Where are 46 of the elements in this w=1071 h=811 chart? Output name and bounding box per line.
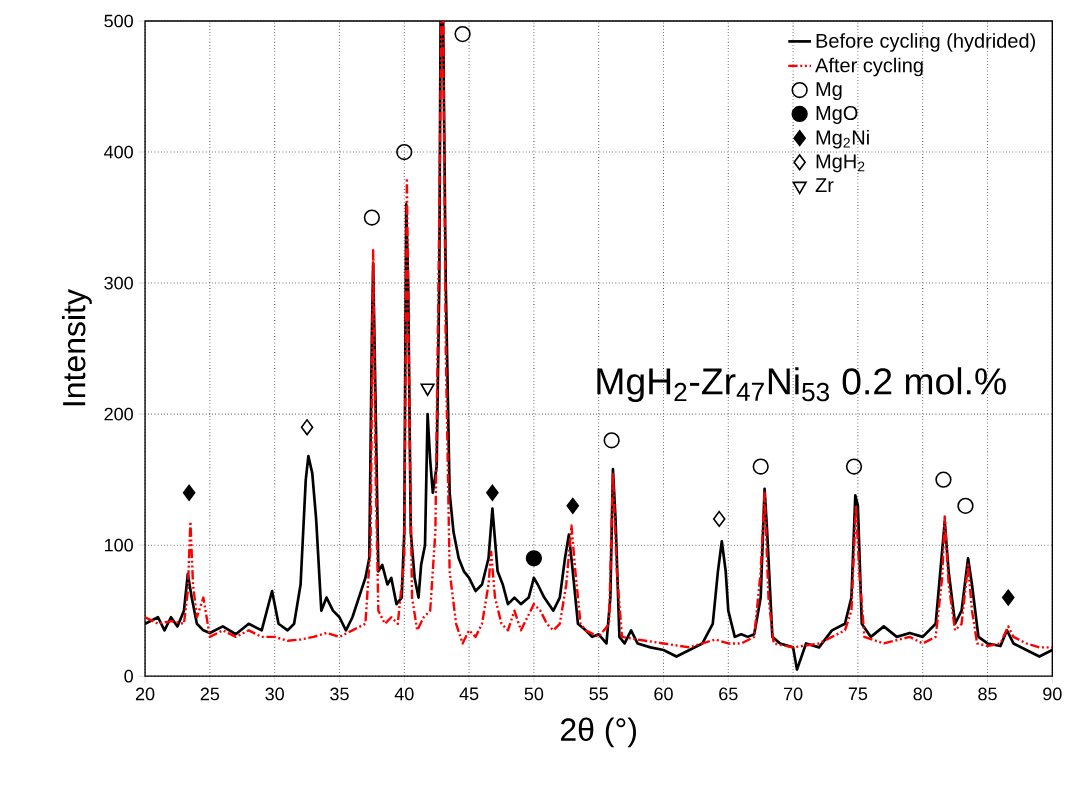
point — [525, 550, 543, 567]
x-tick-label: 90 — [1043, 687, 1062, 701]
legend-label: MgH$_{2}$ — [816, 154, 865, 173]
point — [603, 432, 620, 449]
legend-label: After cycling — [815, 57, 923, 77]
y-tick-label: 0 — [124, 669, 133, 683]
x-tick-label: 30 — [265, 687, 284, 701]
point — [363, 209, 380, 226]
point — [1001, 589, 1015, 606]
x-tick-label: 70 — [784, 687, 803, 701]
legend-label: Mg$_{2}$Ni — [816, 129, 869, 149]
point — [486, 484, 499, 501]
legend-label: Zr — [815, 178, 834, 192]
x-tick-label: 60 — [654, 687, 673, 701]
point — [752, 458, 769, 475]
x-tick-label: 65 — [719, 687, 738, 701]
point — [957, 497, 974, 515]
x-tick-label: 50 — [524, 687, 544, 701]
y-tick-label: 100 — [105, 538, 133, 552]
y-tick-label: 300 — [104, 276, 133, 290]
legend-label: Mg — [816, 82, 842, 101]
point — [182, 484, 196, 501]
x-tick-label: 25 — [200, 687, 220, 701]
y-tick-label: 400 — [104, 145, 133, 159]
point — [712, 510, 726, 528]
y-tick-label: 500 — [104, 14, 133, 28]
point — [454, 26, 471, 43]
x-tick-label: 20 — [135, 687, 155, 701]
x-tick-label: 85 — [978, 687, 997, 701]
y-tick-label: 200 — [104, 407, 133, 421]
y-axis-title: Intensity — [61, 289, 92, 406]
legend-label: Before cycling (hydrided) — [816, 33, 1036, 52]
annotation: MgH$_{2}$-Zr$_{47}$Ni$_{53}$ 0.2 mol.% — [597, 367, 1006, 403]
x-tick-label: 35 — [330, 687, 349, 701]
x-axis-title: 2θ (°) — [560, 717, 636, 748]
point — [935, 471, 952, 488]
point — [300, 419, 314, 436]
x-tick-label: 80 — [913, 687, 933, 701]
point — [396, 143, 413, 161]
x-tick-label: 55 — [589, 687, 608, 701]
x-tick-label: 45 — [459, 687, 479, 701]
legend-label: MgO — [816, 105, 858, 125]
point — [566, 497, 580, 515]
x-tick-label: 75 — [848, 687, 868, 701]
x-tick-label: 40 — [394, 687, 414, 701]
point — [845, 458, 863, 475]
